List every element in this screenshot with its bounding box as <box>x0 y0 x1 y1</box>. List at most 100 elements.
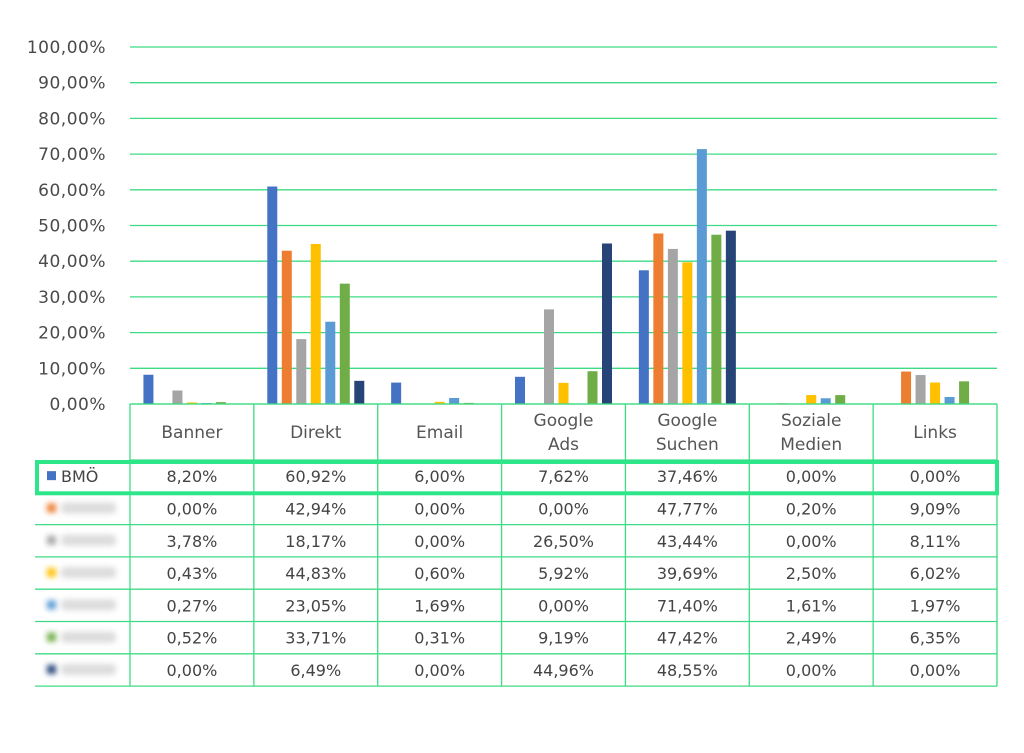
bar-series-6-cat-7 <box>959 381 970 404</box>
bar-series-3-cat-4 <box>544 309 554 404</box>
category-label: Google <box>657 411 717 431</box>
legend-label-obscured <box>61 599 116 611</box>
category-label: Email <box>416 423 463 443</box>
bar-series-5-cat-7 <box>944 396 955 404</box>
bar-series-7-cat-2 <box>354 380 365 404</box>
legend-label-obscured <box>61 631 116 643</box>
table-cell: 0,00% <box>414 499 465 518</box>
table-cell: 60,92% <box>285 467 346 486</box>
y-tick-label: 20,00% <box>38 324 106 344</box>
bar-series-7-cat-4 <box>602 243 612 404</box>
category-label: Suchen <box>656 435 719 455</box>
y-tick-label: 60,00% <box>38 181 106 201</box>
bar-series-5-cat-5 <box>696 149 707 404</box>
table-cell: 26,50% <box>533 532 594 551</box>
table-cell: 23,05% <box>285 596 346 615</box>
legend-swatch <box>47 600 56 610</box>
category-label: Soziale <box>781 411 841 431</box>
bar-series-6-cat-6 <box>835 395 846 404</box>
legend-swatch <box>47 471 56 481</box>
table-cell: 6,02% <box>910 564 961 583</box>
y-tick-label: 10,00% <box>38 359 106 379</box>
legend-swatch <box>47 535 56 545</box>
table-cell: 18,17% <box>285 532 346 551</box>
bar-series-6-cat-5 <box>711 234 722 404</box>
bar-series-2-cat-7 <box>901 371 912 404</box>
table-cell: 43,44% <box>657 532 718 551</box>
bar-series-4-cat-6 <box>806 395 817 404</box>
legend-label-obscured <box>61 567 116 579</box>
bar-series-6-cat-2 <box>339 283 350 404</box>
table-cell: 0,00% <box>538 499 589 518</box>
y-tick-label: 40,00% <box>38 252 106 272</box>
bar-series-2-cat-2 <box>281 250 292 404</box>
y-tick-label: 100,00% <box>27 38 106 58</box>
table-cell: 0,00% <box>786 532 837 551</box>
legend-swatch <box>47 568 56 578</box>
legend-swatch <box>47 664 56 674</box>
bar-series-4-cat-2 <box>310 243 321 404</box>
table-cell: 0,00% <box>910 661 961 680</box>
table-cell: 0,00% <box>414 661 465 680</box>
table-cell: 0,00% <box>786 467 837 486</box>
gridlines <box>130 46 997 405</box>
category-label: Links <box>913 423 957 443</box>
table-cell: 5,92% <box>538 564 589 583</box>
bar-series-4-cat-3 <box>434 401 445 404</box>
bar-series-3-cat-1 <box>172 390 183 404</box>
bar-series-5-cat-3 <box>449 397 460 404</box>
table-cell: 0,00% <box>786 661 837 680</box>
table-cell: 47,77% <box>657 499 718 518</box>
table-cell: 6,49% <box>290 661 341 680</box>
table-cell: 37,46% <box>657 467 718 486</box>
table-cell: 71,40% <box>657 596 718 615</box>
table-cell: 9,19% <box>538 629 589 648</box>
y-tick-label: 70,00% <box>38 145 106 165</box>
category-label: Banner <box>161 423 222 443</box>
table-cell: 0,31% <box>414 629 465 648</box>
table-cell: 0,60% <box>414 564 465 583</box>
bar-series-3-cat-2 <box>296 339 307 404</box>
table-cell: 6,00% <box>414 467 465 486</box>
table-cell: 44,96% <box>533 661 594 680</box>
table-cell: 8,11% <box>910 532 961 551</box>
bar-series-4-cat-5 <box>682 262 693 404</box>
table-cell: 9,09% <box>910 499 961 518</box>
y-tick-label: 50,00% <box>38 217 106 237</box>
table-cell: 2,50% <box>786 564 837 583</box>
legend-label: BMÖ <box>61 467 98 486</box>
bar-series-1-cat-5 <box>638 270 649 404</box>
legend-swatch <box>47 503 56 513</box>
bar-series-1-cat-4 <box>515 376 525 404</box>
y-tick-label: 0,00% <box>49 395 106 415</box>
table-cell: 42,94% <box>285 499 346 518</box>
highlight-box <box>35 460 999 496</box>
table-cell: 0,00% <box>414 532 465 551</box>
table-cell: 0,00% <box>167 661 218 680</box>
table-cell: 6,35% <box>910 629 961 648</box>
bar-series-7-cat-5 <box>725 230 736 404</box>
bar-series-5-cat-2 <box>325 321 336 404</box>
table-cell: 33,71% <box>285 629 346 648</box>
bar-series-1-cat-1 <box>143 374 154 404</box>
table-cell: 1,61% <box>786 596 837 615</box>
bar-series-5-cat-6 <box>820 398 831 404</box>
legend-swatch <box>47 632 56 642</box>
y-tick-label: 90,00% <box>38 74 106 94</box>
y-tick-label: 30,00% <box>38 288 106 308</box>
legend-label-obscured <box>61 502 116 514</box>
table-cell: 0,20% <box>786 499 837 518</box>
bar-series-3-cat-5 <box>667 248 678 404</box>
table-cell: 39,69% <box>657 564 718 583</box>
table-cell: 47,42% <box>657 629 718 648</box>
bar-series-2-cat-5 <box>653 233 664 404</box>
table-cell: 2,49% <box>786 629 837 648</box>
y-tick-label: 80,00% <box>38 109 106 129</box>
bar-series-4-cat-1 <box>186 402 197 404</box>
bar-series-3-cat-7 <box>915 375 926 404</box>
table-cell: 8,20% <box>167 467 218 486</box>
y-axis-ticks: 0,00% 10,00% 20,00% 30,00% 40,00% 50,00% 60,00… <box>27 38 106 415</box>
table-cell: 0,27% <box>167 596 218 615</box>
bar-series-4-cat-4 <box>558 382 569 404</box>
